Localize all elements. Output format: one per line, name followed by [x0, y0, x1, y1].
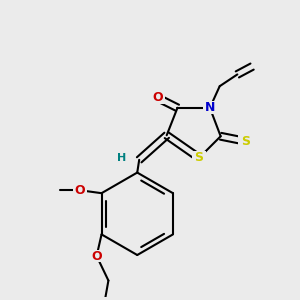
- Text: N: N: [205, 101, 215, 114]
- Text: S: S: [241, 135, 250, 148]
- Text: H: H: [117, 153, 126, 163]
- FancyBboxPatch shape: [192, 152, 206, 164]
- FancyBboxPatch shape: [116, 152, 128, 163]
- Text: O: O: [91, 250, 102, 262]
- FancyBboxPatch shape: [73, 184, 87, 197]
- FancyBboxPatch shape: [238, 135, 252, 148]
- FancyBboxPatch shape: [90, 250, 104, 262]
- Text: O: O: [152, 92, 163, 104]
- FancyBboxPatch shape: [151, 92, 165, 104]
- Text: S: S: [195, 152, 204, 164]
- Text: O: O: [75, 184, 85, 197]
- FancyBboxPatch shape: [203, 101, 217, 114]
